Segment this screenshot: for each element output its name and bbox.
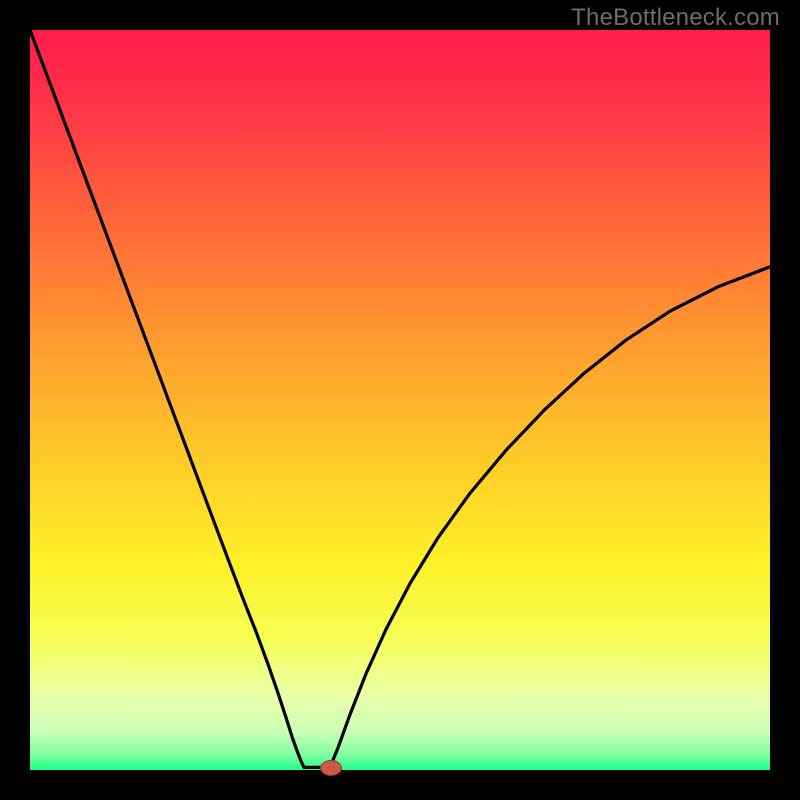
bottleneck-curve [30,30,770,770]
plot-area [30,30,770,770]
optimum-marker [320,760,342,776]
watermark-text: TheBottleneck.com [571,4,780,32]
stage: TheBottleneck.com [0,0,800,800]
